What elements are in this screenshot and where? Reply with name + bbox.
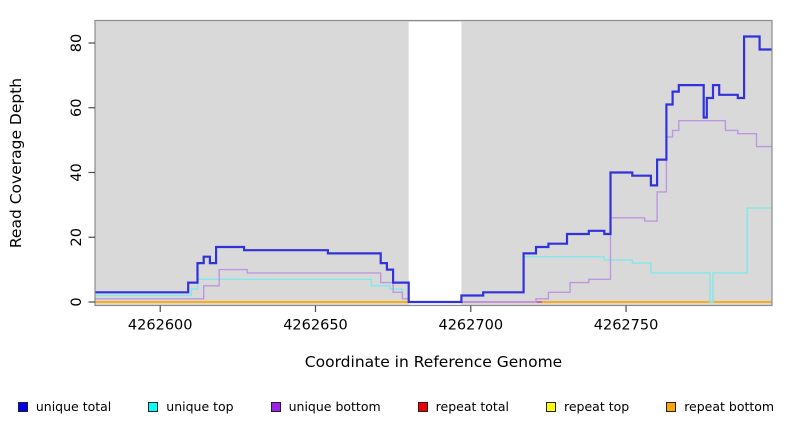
- x-axis-tick-label: 4262650: [283, 318, 348, 334]
- legend-swatch-icon: [17, 401, 28, 412]
- x-axis-tick-label: 4262600: [128, 318, 193, 334]
- legend-item-unique-top: unique top: [148, 399, 234, 414]
- legend-item-repeat-bottom: repeat bottom: [666, 399, 774, 414]
- legend-item-repeat-top: repeat top: [545, 399, 630, 414]
- series-line-unique-total: [95, 35, 772, 304]
- x-axis-tick-label: 4262750: [594, 318, 659, 334]
- plot-panel-border: [94, 19, 773, 307]
- legend-item-unique-total: unique total: [17, 399, 112, 414]
- legend-label: unique top: [166, 399, 234, 414]
- y-axis-tick-label: 20: [69, 228, 85, 246]
- y-axis-title: Read Coverage Depth: [7, 78, 25, 248]
- y-axis-tick-label: 0: [69, 297, 85, 306]
- legend-swatch-icon: [148, 401, 159, 412]
- legend-swatch-icon: [270, 401, 281, 412]
- plot-legend: unique total unique top unique bottom repea…: [0, 399, 792, 414]
- legend-swatch-icon: [666, 401, 677, 412]
- legend-swatch-icon: [417, 401, 428, 412]
- legend-label: repeat total: [435, 399, 509, 414]
- coverage-plot-canvas: 4262600 4262650 4262700 4262750 0 20 40 60 80 Coo…: [7, 19, 773, 371]
- y-axis-tick-label: 80: [69, 34, 85, 52]
- x-axis-tick-label: 4262700: [438, 318, 503, 334]
- legend-label: repeat top: [563, 399, 630, 414]
- legend-label: repeat bottom: [684, 399, 775, 414]
- legend-label: unique bottom: [288, 399, 381, 414]
- x-axis-title: Coordinate in Reference Genome: [305, 353, 562, 371]
- masked-region: [408, 21, 462, 305]
- legend-item-unique-bottom: unique bottom: [270, 399, 381, 414]
- y-axis-tick-label: 60: [69, 99, 85, 117]
- legend-item-repeat-total: repeat total: [417, 399, 509, 414]
- series-line-unique-bottom: [95, 120, 772, 303]
- y-axis-tick-label: 40: [69, 163, 85, 181]
- legend-swatch-icon: [545, 401, 556, 412]
- legend-label: unique total: [35, 399, 112, 414]
